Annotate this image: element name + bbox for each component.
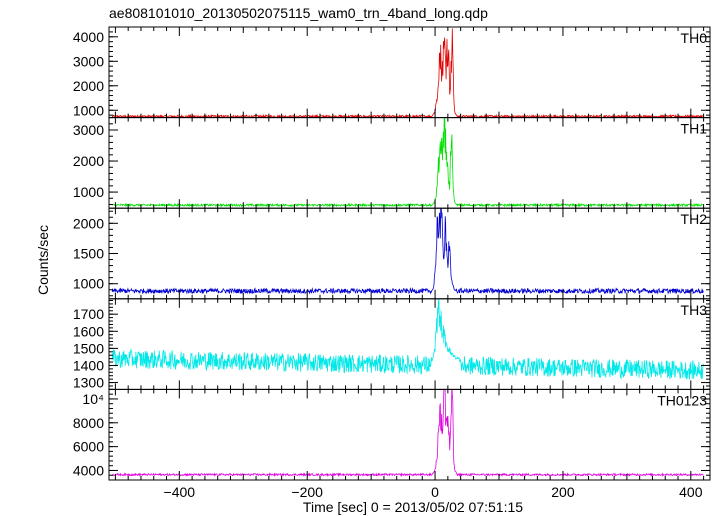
chart-title: ae808101010_20130502075115_wam0_trn_4ban…	[109, 5, 488, 21]
y-tick-label: 1300	[73, 375, 104, 391]
panel-label-th2: TH2	[681, 211, 708, 227]
y-tick-label: 4000	[73, 462, 104, 478]
y-tick-label: 1000	[73, 276, 104, 292]
panel-th2: 1000 1500 2000 TH2	[73, 207, 711, 300]
panel-th0: 1000 2000 3000 4000 TH0	[73, 26, 711, 119]
x-tick-label: 200	[551, 484, 575, 500]
series-line-th0	[111, 28, 704, 118]
y-tick-label: 1700	[73, 306, 104, 322]
panel-frame	[108, 26, 711, 119]
panel-label-th1: TH1	[681, 121, 708, 137]
y-tick-label: 4000	[73, 29, 104, 45]
y-tick-label: 8000	[73, 415, 104, 431]
panel-frame	[108, 298, 711, 390]
y-tick-label: 2000	[73, 78, 104, 94]
panel-label-th3: TH3	[681, 302, 708, 318]
x-tick-label: −200	[291, 484, 323, 500]
series-line-th0123	[112, 389, 704, 478]
x-axis-title: Time [sec] 0 = 2013/05/02 07:51:15	[303, 499, 523, 515]
x-tick-label: −400	[164, 484, 196, 500]
y-tick-label: 1500	[73, 246, 104, 262]
series-line-th2	[111, 208, 704, 295]
panel-label-th0123: TH0123	[657, 392, 707, 408]
panel-frame	[108, 117, 711, 209]
y-tick-label: 3000	[73, 122, 104, 138]
x-tick-label: 400	[679, 484, 703, 500]
y-tick-label: 2000	[73, 215, 104, 231]
y-tick-label: 1600	[73, 323, 104, 339]
panel-th1: 1000 2000 3000 TH1	[73, 117, 711, 209]
y-tick-label: 1000	[73, 184, 104, 200]
y-tick-label: 1500	[73, 340, 104, 356]
panel-label-th0: TH0	[681, 30, 708, 46]
y-axis-title: Counts/sec	[35, 225, 51, 295]
x-tick-label: 0	[431, 484, 439, 500]
series-line-th1	[112, 117, 704, 208]
panel-frame	[108, 388, 711, 481]
series-line-th3	[111, 298, 704, 380]
y-tick-label: 3000	[73, 53, 104, 69]
panel-th0123: 4000 6000 8000 10⁴ TH0123	[73, 388, 711, 481]
y-tick-label: 2000	[73, 153, 104, 169]
y-tick-label: 1400	[73, 357, 104, 373]
y-tick-label: 6000	[73, 439, 104, 455]
y-tick-label: 10⁴	[82, 391, 104, 407]
y-tick-label: 1000	[73, 102, 104, 118]
panel-frame	[108, 207, 711, 300]
